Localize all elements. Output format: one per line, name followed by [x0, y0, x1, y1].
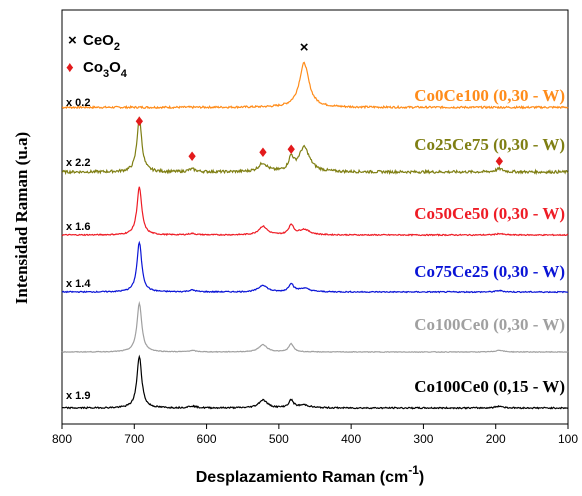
series-multiplier: x 1.4 [66, 278, 91, 290]
series-line [61, 354, 569, 410]
x-tick-label: 700 [124, 432, 144, 446]
series-line [61, 300, 569, 353]
co3o4-peak-marker: ♦ [134, 115, 146, 130]
x-axis-title: Desplazamiento Raman (cm-1) [196, 463, 425, 486]
series-line [61, 240, 569, 294]
series-multiplier: x 0.2 [66, 97, 90, 109]
series-label: Co100Ce0 (0,30 - W) [414, 315, 565, 334]
x-tick-label: 600 [197, 432, 217, 446]
legend-ceo2-marker: × [68, 32, 77, 49]
series-label: Co100Ce0 (0,15 - W) [414, 377, 565, 396]
legend-co3o4-marker: ♦ [66, 59, 74, 76]
series-label: Co50Ce50 (0,30 - W) [414, 204, 565, 223]
legend-ceo2-label: CeO2 [83, 32, 120, 53]
peak-markers: × ♦ ♦ ♦ ♦ ♦ [134, 39, 506, 170]
co3o4-peak-marker: ♦ [186, 150, 198, 165]
series-label: Co25Ce75 (0,30 - W) [414, 135, 565, 154]
y-axis-title: Intensidad Raman (u.a) [12, 132, 31, 304]
series-line [61, 116, 569, 176]
x-tick-label: 500 [269, 432, 289, 446]
x-tick-label: 200 [486, 432, 506, 446]
legend-co3o4-label: Co3O4 [83, 59, 128, 80]
co3o4-peak-marker: ♦ [257, 146, 269, 161]
co3o4-peak-marker: ♦ [285, 143, 297, 158]
x-tick-label: 300 [413, 432, 433, 446]
series-label: Co75Ce25 (0,30 - W) [414, 262, 565, 281]
ceo2-peak-marker: × [300, 39, 309, 56]
series-group: Co0Ce100 (0,30 - W) x 0.2 Co25Ce75 (0,30 -… [61, 61, 569, 410]
series-line [61, 186, 569, 237]
x-tick-label: 100 [558, 432, 578, 446]
x-tick-label: 400 [341, 432, 361, 446]
series-label: Co0Ce100 (0,30 - W) [414, 86, 565, 105]
series-multiplier: x 1.9 [66, 390, 90, 402]
co3o4-peak-marker: ♦ [494, 155, 506, 170]
x-tick-label: 800 [52, 432, 72, 446]
x-axis-ticks: 800 700 600 500 400 300 200 100 [52, 424, 578, 446]
series-multiplier: x 2.2 [66, 157, 90, 169]
plot-frame [61, 9, 569, 425]
series-multiplier: x 1.6 [66, 221, 90, 233]
series-line [61, 61, 569, 110]
